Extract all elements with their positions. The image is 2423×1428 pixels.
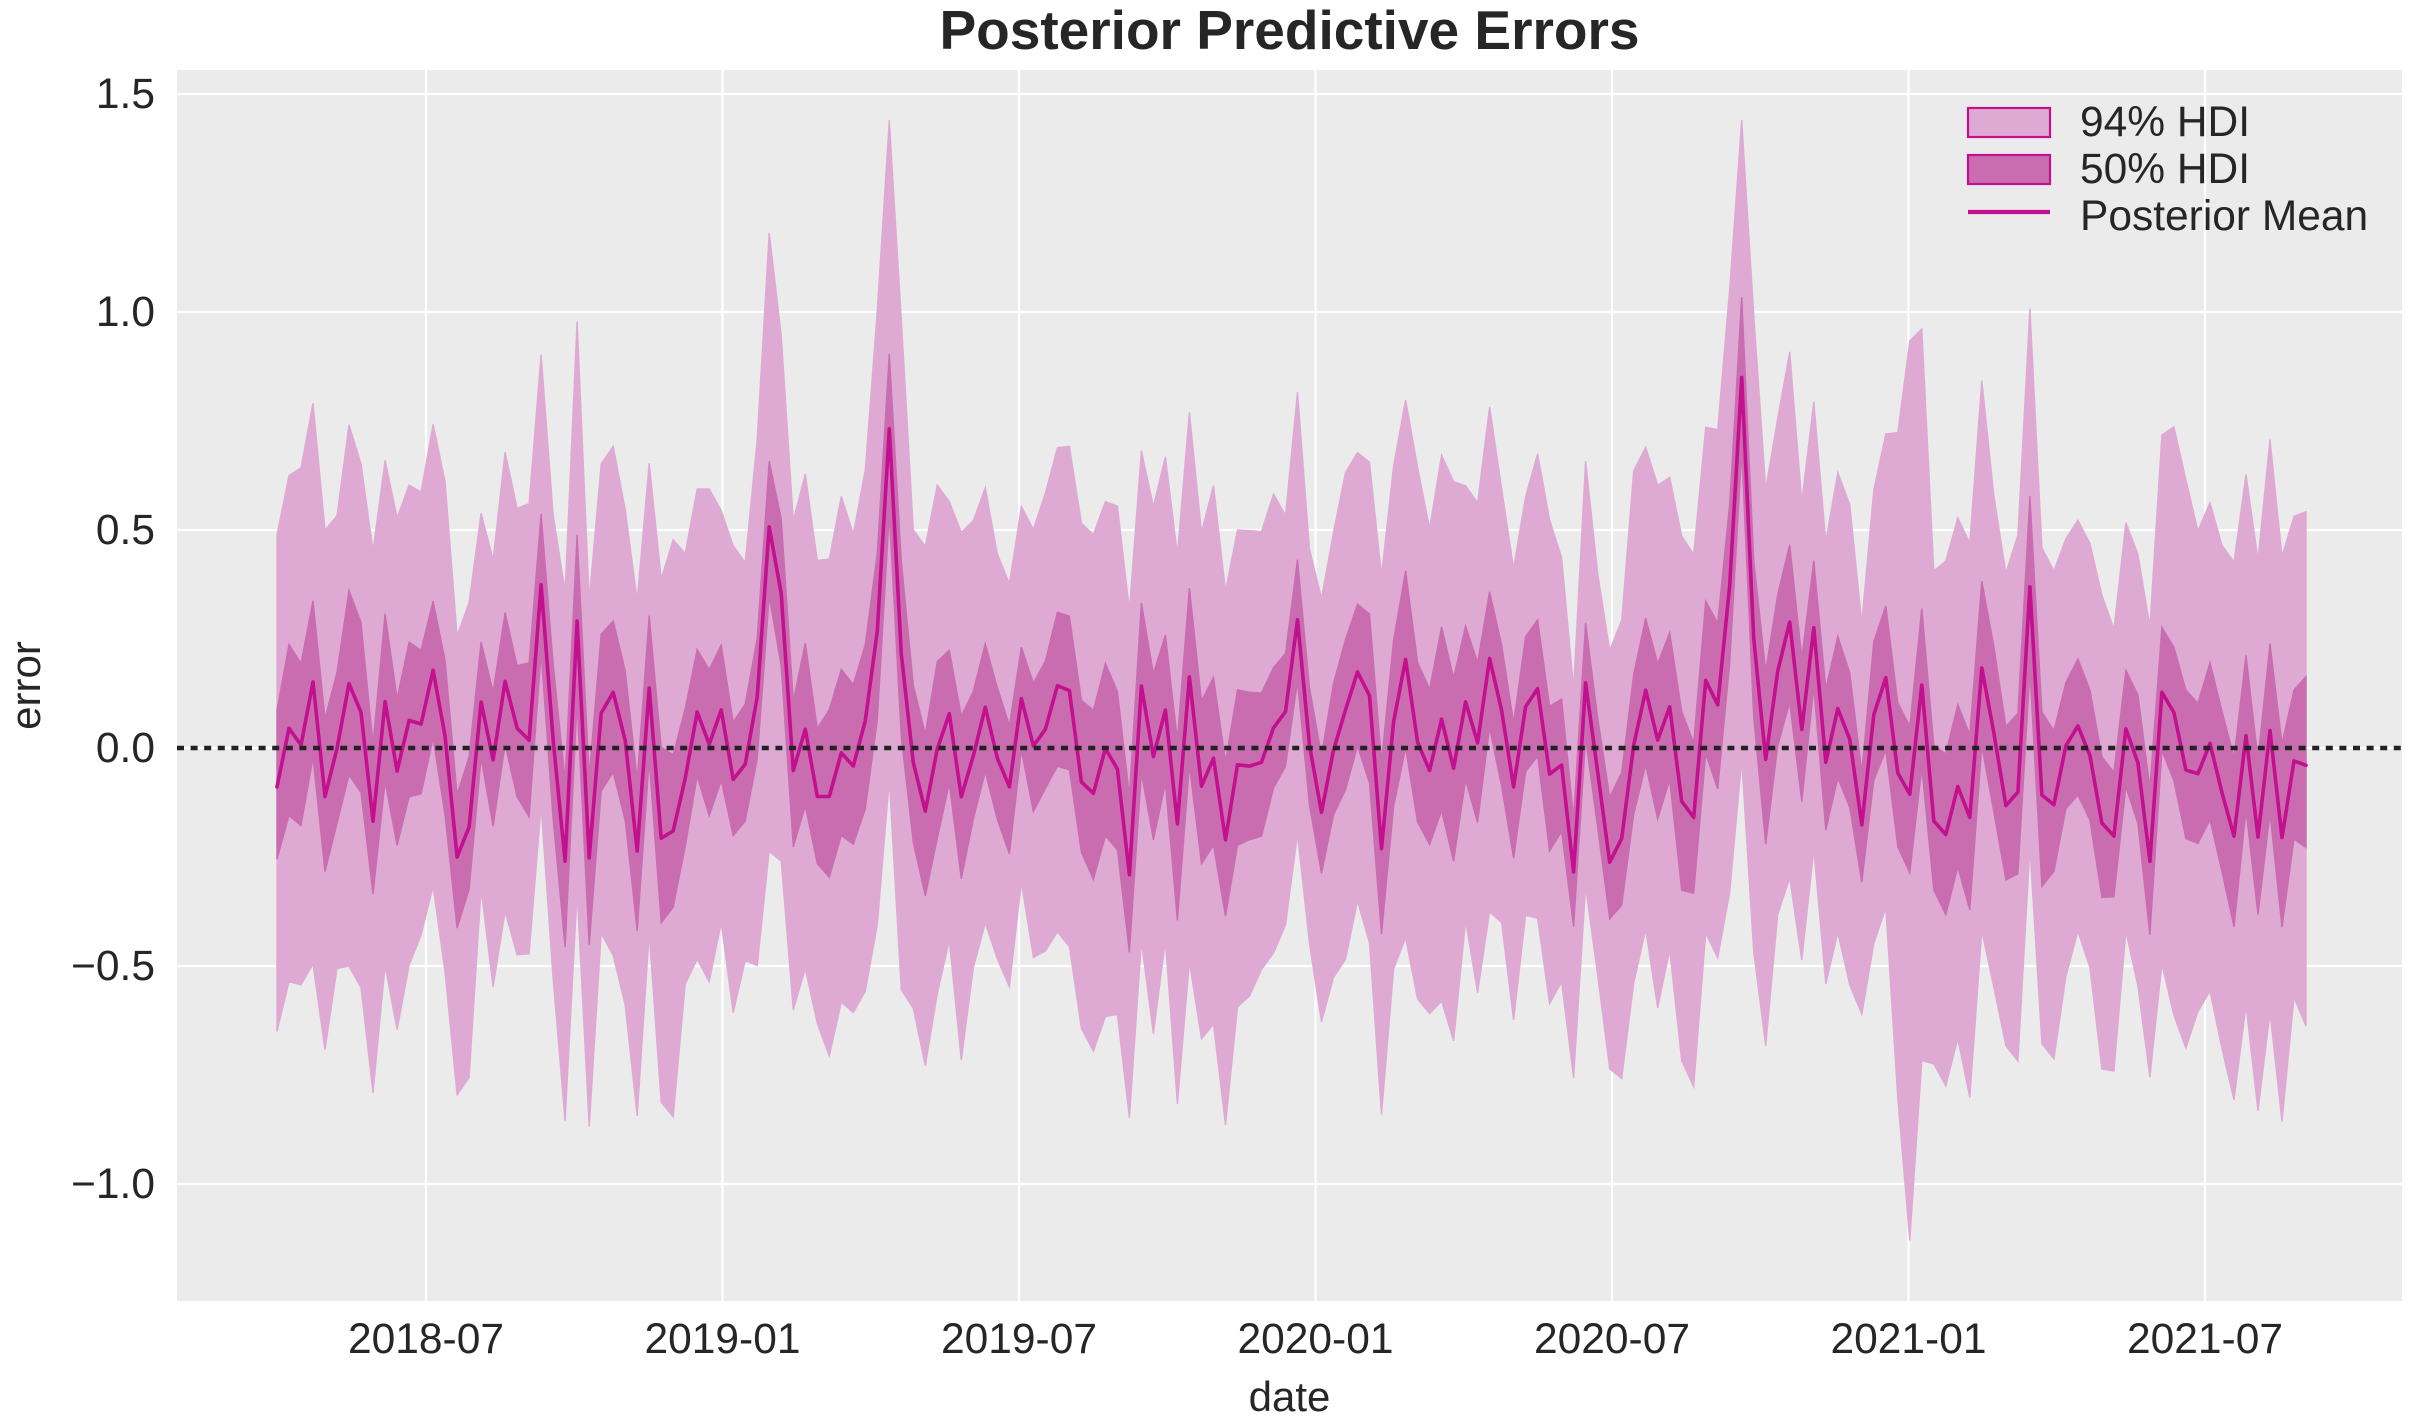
- svg-text:−0.5: −0.5: [71, 943, 155, 990]
- svg-text:0.5: 0.5: [96, 507, 155, 554]
- svg-text:2021-07: 2021-07: [2127, 1316, 2283, 1363]
- svg-text:94% HDI: 94% HDI: [2080, 99, 2250, 146]
- svg-text:50% HDI: 50% HDI: [2080, 146, 2250, 193]
- svg-text:Posterior Mean: Posterior Mean: [2080, 193, 2368, 240]
- svg-text:0.0: 0.0: [96, 725, 155, 772]
- svg-text:2020-07: 2020-07: [1534, 1316, 1690, 1363]
- svg-text:2018-07: 2018-07: [348, 1316, 504, 1363]
- svg-text:error: error: [2, 641, 49, 730]
- svg-text:2020-01: 2020-01: [1238, 1316, 1394, 1363]
- svg-text:1.0: 1.0: [96, 289, 155, 336]
- svg-text:1.5: 1.5: [96, 71, 155, 118]
- svg-text:Posterior Predictive Errors: Posterior Predictive Errors: [939, 0, 1639, 61]
- svg-text:2021-01: 2021-01: [1831, 1316, 1987, 1363]
- svg-text:−1.0: −1.0: [71, 1161, 155, 1208]
- svg-text:2019-07: 2019-07: [941, 1316, 1097, 1363]
- svg-text:date: date: [1249, 1373, 1331, 1420]
- svg-text:2019-01: 2019-01: [645, 1316, 801, 1363]
